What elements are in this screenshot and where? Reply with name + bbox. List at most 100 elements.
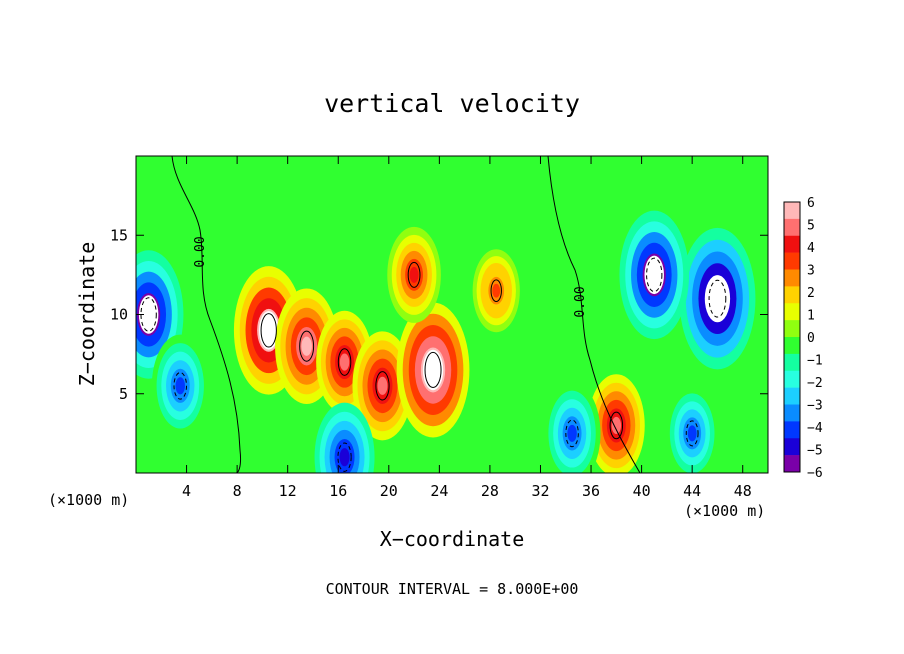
contour-line: [337, 348, 352, 376]
saturated-core: [258, 311, 279, 350]
x-axis-label: X−coordinate: [380, 527, 525, 551]
field-band: [567, 424, 577, 442]
colorbar: 6 5 4 3 2 1 0 −1 −2 −3 −4 −5 −6: [783, 196, 823, 481]
contour-line: [708, 279, 727, 318]
zero-contour: [171, 156, 241, 473]
x-tick-label: 8: [233, 482, 242, 500]
saturated-core: [706, 277, 729, 320]
colorbar-swatch: [784, 320, 800, 338]
y-tick-label: 10: [110, 306, 128, 324]
y-axis-label: Z−coordinate: [75, 242, 99, 387]
colorbar-tick-label: −4: [807, 421, 823, 436]
updraft-core: [396, 302, 470, 438]
contour-line: [140, 297, 157, 332]
x-tick-label: 40: [633, 482, 651, 500]
colorbar-swatch: [784, 269, 800, 287]
x-tick-label: 28: [481, 482, 499, 500]
colorbar-swatch: [784, 202, 800, 220]
colorbar-swatch: [784, 303, 800, 321]
chart-title: vertical velocity: [324, 89, 580, 118]
colorbar-tick-label: 2: [807, 286, 815, 301]
contour-label: 0.00: [573, 286, 588, 317]
downdraft-core: [679, 227, 756, 370]
x-tick-label: 36: [582, 482, 600, 500]
field-band: [339, 353, 350, 371]
field-band: [175, 377, 185, 395]
contour-line: [173, 372, 187, 400]
y-axis: 5 10 15: [110, 226, 768, 403]
contour-line: [375, 371, 390, 401]
colorbar-swatch: [784, 370, 800, 388]
saturated-core: [138, 295, 159, 334]
updraft-core: [472, 249, 520, 333]
x-tick-label: 12: [279, 482, 297, 500]
zero-contour: [547, 156, 641, 473]
downdraft-core: [665, 385, 719, 473]
contour-line: [260, 313, 277, 348]
x-tick-label: 24: [430, 482, 448, 500]
colorbar-swatch: [784, 438, 800, 456]
x-tick-label: 32: [531, 482, 549, 500]
x-unit-label-right: (×1000 m): [684, 502, 765, 520]
colorbar-tick-label: 0: [807, 331, 815, 346]
colorbar-swatch: [784, 404, 800, 422]
saturated-core: [644, 255, 664, 295]
field-band: [377, 376, 388, 395]
x-axis: 4 8 12 16 20 24 28 32 36 40 44 48: [182, 156, 752, 500]
colorbar-tick-label: −6: [807, 466, 823, 481]
colorbar-swatch: [784, 387, 800, 405]
contour-lines: [140, 156, 727, 473]
colorbar-swatch: [784, 353, 800, 372]
contour-labels: 0.00 0.00: [193, 236, 588, 317]
colorbar-swatch: [784, 337, 800, 355]
y-tick-label: 5: [119, 385, 128, 403]
contour-line: [685, 420, 699, 447]
y-tick-label: 15: [110, 226, 128, 244]
x-unit-label-left: (×1000 m): [48, 491, 129, 509]
field-band: [409, 266, 419, 283]
contour-line: [646, 257, 663, 293]
colorbar-swatch: [784, 218, 800, 237]
x-tick-label: 16: [329, 482, 347, 500]
colorbar-tick-label: 3: [807, 264, 815, 279]
colorbar-swatch: [784, 252, 800, 270]
contour-line: [424, 351, 442, 389]
field-band: [687, 425, 697, 442]
x-tick-label: 4: [182, 482, 191, 500]
colorbar-swatch: [784, 235, 800, 253]
x-tick-label: 20: [380, 482, 398, 500]
downdraft-core: [151, 334, 209, 438]
colorbar-tick-label: −5: [807, 444, 823, 459]
plot-area: [136, 156, 768, 473]
contour-line: [299, 330, 315, 362]
x-tick-label: 44: [683, 482, 701, 500]
field-band: [339, 448, 350, 467]
colorbar-tick-label: 5: [807, 219, 815, 234]
colorbar-swatch: [784, 286, 800, 304]
colorbar-tick-label: −1: [807, 354, 823, 369]
downdraft-core: [543, 382, 601, 473]
contour-line: [565, 419, 579, 448]
contour-interval-note: CONTOUR INTERVAL = 8.000E+00: [326, 580, 579, 598]
colorbar-tick-label: 4: [807, 241, 815, 256]
field-band: [492, 283, 501, 298]
field-band: [611, 416, 622, 434]
saturated-core: [422, 349, 444, 391]
colorbar-frame: [783, 201, 801, 473]
colorbar-tick-label: −3: [807, 399, 823, 414]
contour-line: [407, 261, 421, 288]
colorbar-tick-label: −2: [807, 376, 823, 391]
x-tick-label: 48: [734, 482, 752, 500]
contour-line: [609, 411, 624, 440]
downdraft-core: [619, 210, 690, 340]
contour-line: [490, 279, 502, 303]
contour-label: 0.00: [193, 236, 208, 267]
updraft-core: [352, 331, 413, 441]
field-band: [301, 336, 312, 356]
colorbar-swatch: [784, 455, 800, 473]
colorbar-tick-label: 1: [807, 309, 815, 324]
updraft-core: [387, 226, 441, 323]
contour-line: [337, 442, 352, 472]
colorbar-tick-label: 6: [807, 196, 815, 211]
